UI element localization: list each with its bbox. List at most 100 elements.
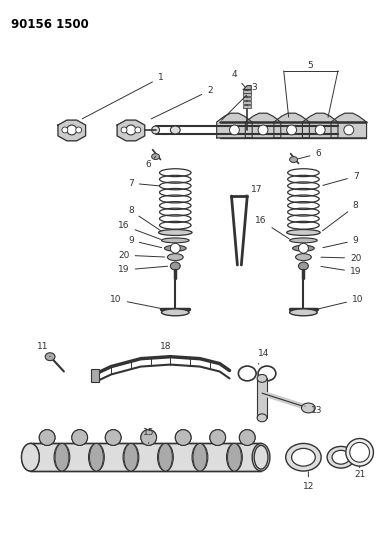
Text: 9: 9 [128, 236, 162, 248]
Ellipse shape [72, 430, 88, 446]
Text: 7: 7 [128, 179, 160, 188]
Ellipse shape [45, 353, 55, 361]
Ellipse shape [210, 430, 226, 446]
Bar [30, 443, 261, 471]
Bar [257, 378, 267, 418]
Circle shape [76, 127, 82, 133]
Circle shape [62, 127, 68, 133]
Ellipse shape [239, 430, 255, 446]
Ellipse shape [170, 126, 180, 134]
Text: 9: 9 [323, 236, 359, 248]
Bar [91, 368, 99, 382]
Circle shape [315, 125, 325, 135]
Ellipse shape [257, 375, 267, 382]
Circle shape [350, 442, 369, 462]
Ellipse shape [298, 262, 308, 270]
Circle shape [344, 125, 354, 135]
Ellipse shape [226, 443, 242, 471]
Text: 10: 10 [319, 295, 363, 309]
Ellipse shape [141, 430, 156, 446]
Ellipse shape [296, 254, 311, 261]
Ellipse shape [239, 430, 255, 446]
Text: 19: 19 [118, 265, 168, 274]
Ellipse shape [165, 245, 186, 251]
Ellipse shape [170, 262, 180, 270]
Ellipse shape [292, 245, 314, 251]
Circle shape [230, 125, 239, 135]
Bar [243, 93, 251, 96]
Text: 16: 16 [255, 216, 289, 239]
Circle shape [170, 244, 180, 253]
Text: 11: 11 [36, 342, 50, 357]
Ellipse shape [332, 450, 350, 464]
Circle shape [287, 125, 296, 135]
Ellipse shape [152, 126, 160, 134]
Text: 3: 3 [222, 83, 257, 120]
Polygon shape [217, 113, 252, 138]
Circle shape [121, 127, 127, 133]
Ellipse shape [286, 443, 321, 471]
Ellipse shape [39, 430, 55, 446]
Ellipse shape [290, 157, 298, 163]
Text: 7: 7 [323, 172, 359, 185]
Ellipse shape [158, 443, 173, 471]
Text: 8: 8 [128, 206, 161, 231]
Ellipse shape [152, 154, 160, 159]
Text: 12: 12 [303, 472, 314, 491]
Ellipse shape [161, 238, 189, 243]
Ellipse shape [22, 443, 39, 471]
Circle shape [126, 125, 136, 135]
Ellipse shape [175, 430, 191, 446]
Text: 6: 6 [298, 149, 321, 159]
Text: 5: 5 [307, 61, 313, 70]
Polygon shape [303, 113, 338, 138]
Text: 2: 2 [151, 86, 213, 119]
Ellipse shape [290, 238, 317, 243]
Text: 13: 13 [305, 406, 322, 415]
Text: 90156 1500: 90156 1500 [11, 18, 88, 30]
Ellipse shape [158, 230, 192, 236]
Ellipse shape [287, 230, 320, 236]
Text: 16: 16 [118, 221, 161, 239]
Bar [243, 101, 251, 104]
Text: 4: 4 [231, 70, 246, 87]
Ellipse shape [228, 443, 241, 471]
Text: 6: 6 [146, 157, 156, 169]
Text: 20: 20 [321, 254, 361, 263]
Ellipse shape [158, 443, 172, 471]
Ellipse shape [301, 403, 315, 413]
Text: 8: 8 [323, 201, 359, 231]
Circle shape [135, 127, 141, 133]
Ellipse shape [292, 448, 315, 466]
Ellipse shape [167, 254, 183, 261]
Ellipse shape [54, 443, 70, 471]
Bar [243, 98, 251, 100]
Text: 1: 1 [82, 73, 163, 119]
Ellipse shape [90, 443, 103, 471]
Text: 14: 14 [258, 349, 270, 364]
Ellipse shape [193, 443, 207, 471]
Circle shape [298, 244, 308, 253]
Ellipse shape [161, 309, 189, 316]
Ellipse shape [254, 446, 268, 469]
Text: 18: 18 [160, 342, 171, 358]
Circle shape [346, 439, 373, 466]
Ellipse shape [252, 443, 270, 471]
Ellipse shape [22, 443, 39, 471]
Text: 15: 15 [143, 428, 154, 443]
Ellipse shape [39, 430, 55, 446]
Ellipse shape [210, 430, 226, 446]
Polygon shape [58, 120, 86, 141]
Ellipse shape [105, 430, 121, 446]
Ellipse shape [192, 443, 208, 471]
Ellipse shape [257, 414, 267, 422]
Ellipse shape [123, 443, 139, 471]
Polygon shape [245, 113, 281, 138]
Polygon shape [274, 113, 309, 138]
Ellipse shape [105, 430, 121, 446]
Ellipse shape [88, 443, 104, 471]
Ellipse shape [175, 430, 191, 446]
Ellipse shape [72, 430, 88, 446]
Polygon shape [117, 120, 145, 141]
Bar [243, 106, 251, 108]
